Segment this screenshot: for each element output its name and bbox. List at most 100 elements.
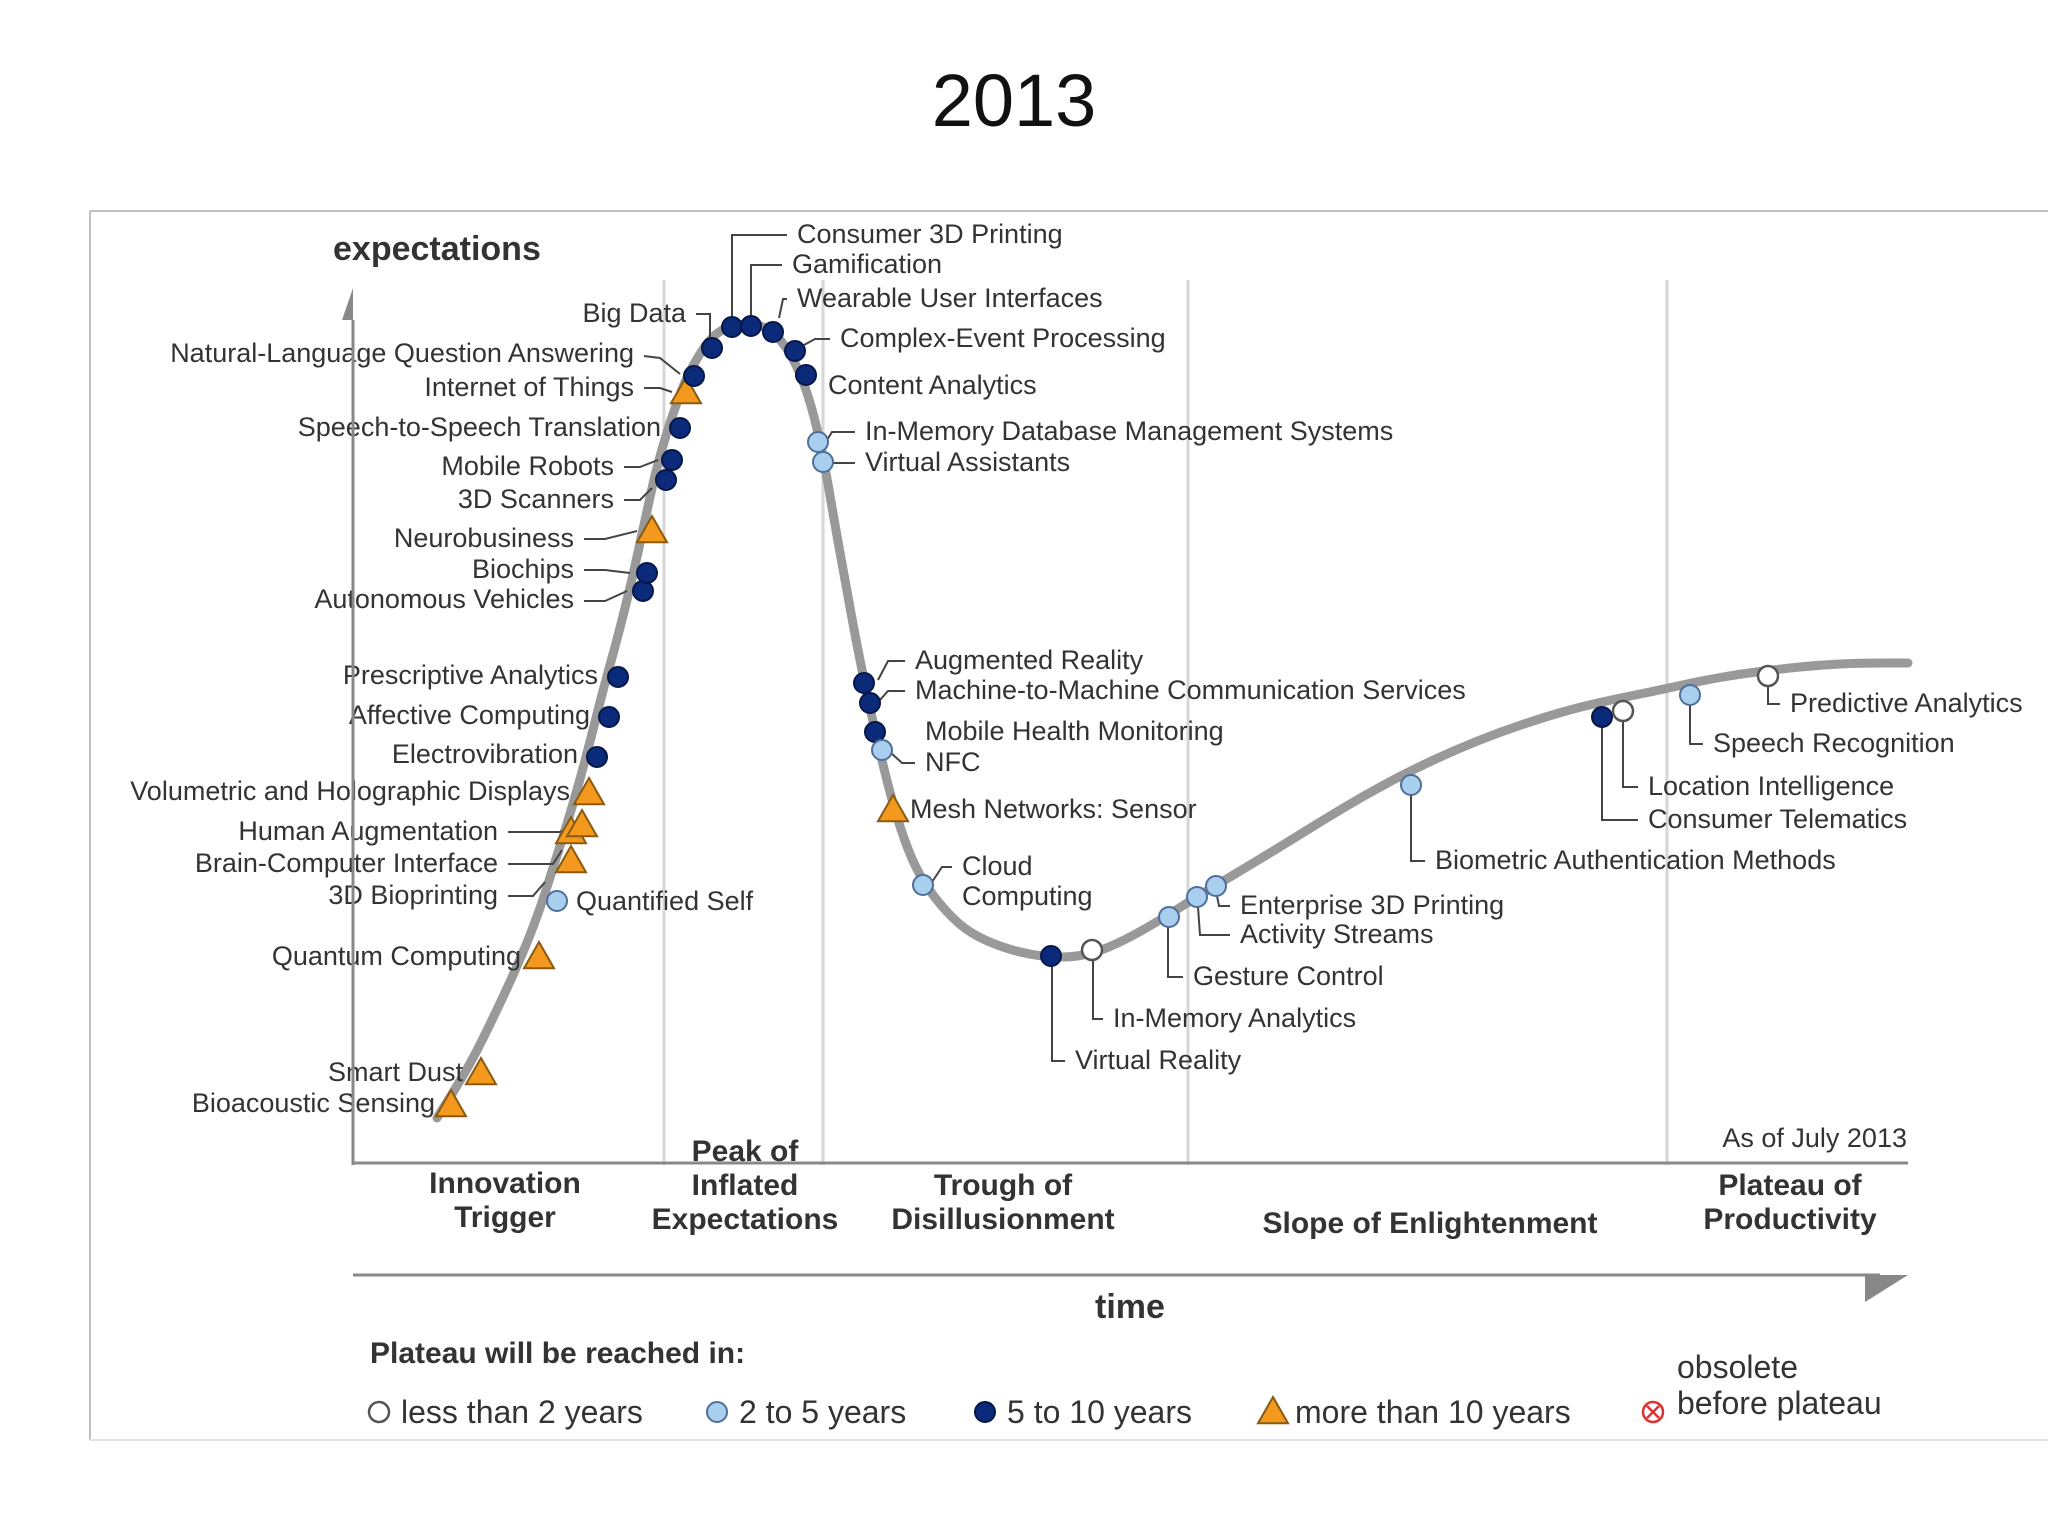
legend-marker-5-to-10-years [974, 1401, 996, 1423]
predictive-analytics-label: Predictive Analytics [1790, 688, 2023, 718]
complex-event-processing-leader [803, 338, 830, 346]
complex-event-processing-marker [784, 340, 806, 362]
biochips-leader [584, 569, 631, 574]
quantified-self-label: Quantified Self [576, 886, 754, 916]
predictive-analytics-marker [1756, 664, 1780, 688]
biochips-label: Biochips [472, 554, 574, 584]
mobile-robots-marker [661, 449, 683, 471]
big-data-leader [696, 313, 711, 340]
legend-marker-less-than-2-years [367, 1400, 391, 1424]
quantified-self-marker [546, 890, 568, 912]
neurobusiness-leader [584, 530, 638, 540]
activity-streams-leader [1197, 906, 1230, 936]
biometric-authentication-methods-label: Biometric Authentication Methods [1435, 845, 1836, 875]
nfc-label: NFC [925, 747, 981, 777]
legend-label-5-to-10-years: 5 to 10 years [1007, 1394, 1192, 1430]
enterprise-3d-printing-leader [1216, 895, 1230, 907]
in-memory-database-management-systems-leader [826, 431, 855, 441]
gesture-control-marker [1158, 906, 1180, 928]
virtual-reality-label: Virtual Reality [1075, 1045, 1242, 1075]
cloud-computing-leader [931, 866, 952, 883]
mesh-networks-sensor-label: Mesh Networks: Sensor [910, 794, 1197, 824]
bioacoustic-sensing-label: Bioacoustic Sensing [192, 1088, 435, 1118]
volumetric-and-holographic-displays-label: Volumetric and Holographic Displays [130, 776, 570, 806]
activity-streams-label: Activity Streams [1240, 919, 1434, 949]
bioacoustic-sensing-marker [434, 1087, 468, 1118]
in-memory-analytics-marker [1080, 938, 1104, 962]
mobile-robots-leader [624, 459, 659, 468]
augmented-reality-marker [853, 672, 875, 694]
biochips-marker [636, 562, 658, 584]
3d-bioprinting-label: 3D Bioprinting [328, 880, 498, 910]
activity-streams-marker [1186, 886, 1208, 908]
nfc-marker [871, 739, 893, 761]
y-axis-label: expectations [333, 230, 541, 268]
volumetric-and-holographic-displays-marker [572, 775, 606, 806]
3d-scanners-marker [655, 469, 677, 491]
mobile-robots-label: Mobile Robots [441, 451, 614, 481]
as-of-date: As of July 2013 [1722, 1123, 1907, 1153]
electrovibration-marker [586, 746, 608, 768]
internet-of-things-marker [669, 374, 703, 405]
prescriptive-analytics-marker [607, 666, 629, 688]
y-axis-arrow [342, 288, 353, 320]
speech-to-speech-translation-marker [669, 417, 691, 439]
speech-to-speech-translation-label: Speech-to-Speech Translation [298, 412, 661, 442]
internet-of-things-leader [644, 387, 673, 393]
affective-computing-marker [598, 706, 620, 728]
brain-computer-interface-leader [508, 849, 563, 865]
internet-of-things-label: Internet of Things [424, 372, 634, 402]
consumer-3d-printing-leader [731, 234, 787, 318]
machine-to-machine-communication-services-label: Machine-to-Machine Communication Service… [915, 675, 1466, 705]
enterprise-3d-printing-label: Enterprise 3D Printing [1240, 890, 1504, 920]
autonomous-vehicles-marker [632, 580, 654, 602]
cloud-computing-marker [912, 874, 934, 896]
wearable-user-interfaces-marker [762, 321, 784, 343]
enterprise-3d-printing-marker [1205, 875, 1227, 897]
virtual-reality-marker [1040, 945, 1062, 967]
augmented-reality-label: Augmented Reality [915, 645, 1144, 675]
neurobusiness-label: Neurobusiness [394, 523, 574, 553]
big-data-marker [701, 337, 723, 359]
3d-bioprinting-leader [508, 881, 546, 897]
legend-label-obsolete-before-plateau: obsolete before plateau [1677, 1349, 1882, 1421]
quantum-computing-label: Quantum Computing [272, 941, 521, 971]
neurobusiness-marker [635, 513, 669, 544]
content-analytics-marker [795, 364, 817, 386]
human-augmentation-marker [565, 807, 599, 838]
quantum-computing-marker [522, 939, 556, 970]
big-data-label: Big Data [582, 298, 687, 328]
consumer-3d-printing-label: Consumer 3D Printing [797, 219, 1063, 249]
3d-scanners-label: 3D Scanners [458, 484, 614, 514]
speech-recognition-marker [1679, 684, 1701, 706]
wearable-user-interfaces-leader [778, 298, 787, 319]
wearable-user-interfaces-label: Wearable User Interfaces [797, 283, 1103, 313]
legend-marker-2-to-5-years [706, 1401, 728, 1423]
3d-scanners-leader [624, 487, 653, 501]
natural-language-question-answering-label: Natural-Language Question Answering [170, 338, 634, 368]
content-analytics-label: Content Analytics [828, 370, 1037, 400]
brain-computer-interface-label: Brain-Computer Interface [195, 848, 498, 878]
predictive-analytics-leader [1767, 686, 1780, 705]
natural-language-question-answering-leader [643, 355, 681, 375]
machine-to-machine-communication-services-marker [859, 692, 881, 714]
phase-label-plateau-of-productivity: Plateau of Productivity [1703, 1169, 1877, 1236]
chart-title: 2013 [931, 59, 1097, 142]
consumer-3d-printing-marker [721, 316, 743, 338]
human-augmentation-label: Human Augmentation [238, 816, 498, 846]
in-memory-analytics-label: In-Memory Analytics [1113, 1003, 1356, 1033]
consumer-telematics-leader [1601, 727, 1638, 821]
location-intelligence-leader [1622, 721, 1638, 788]
in-memory-analytics-leader [1092, 960, 1103, 1020]
augmented-reality-leader [877, 660, 905, 681]
in-memory-database-management-systems-marker [807, 431, 829, 453]
x-axis-arrow [1865, 1275, 1908, 1302]
virtual-assistants-marker [812, 451, 834, 473]
legend-title: Plateau will be reached in: [370, 1337, 745, 1370]
gesture-control-label: Gesture Control [1193, 961, 1384, 991]
affective-computing-label: Affective Computing [349, 700, 590, 730]
in-memory-database-management-systems-label: In-Memory Database Management Systems [865, 416, 1393, 446]
legend-marker-more-than-10-years [1256, 1394, 1290, 1425]
speech-recognition-leader [1689, 705, 1703, 745]
